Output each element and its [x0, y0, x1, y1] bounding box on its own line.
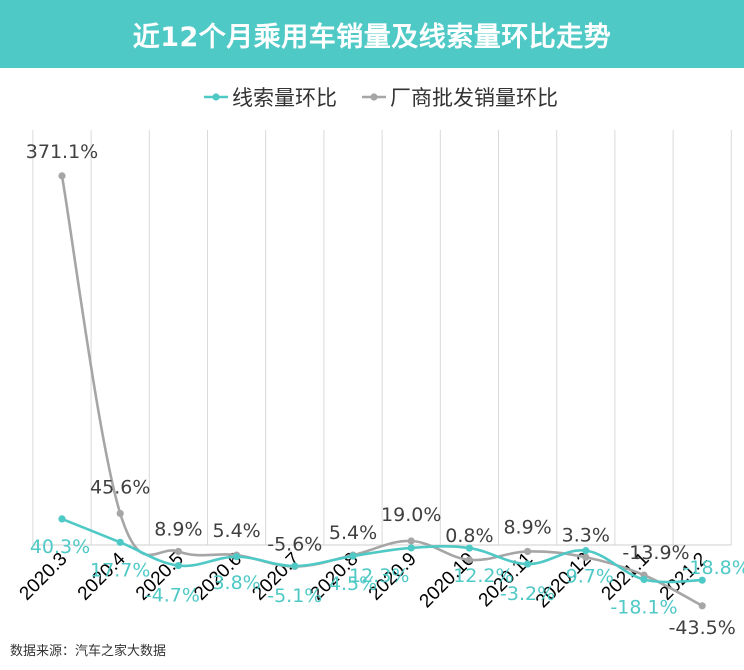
data-point-leads — [407, 544, 415, 552]
data-point-leads — [698, 576, 706, 584]
data-point-leads — [291, 562, 299, 570]
data-label-leads: 12.3% — [349, 565, 409, 587]
data-point-leads — [116, 538, 124, 546]
legend-marker-leads — [212, 93, 220, 101]
data-label-wholesale: 8.9% — [503, 516, 551, 538]
data-label-wholesale: 5.4% — [212, 520, 260, 542]
data-point-wholesale — [465, 556, 473, 564]
data-point-wholesale — [524, 547, 532, 556]
chart-title: 近12个月乘用车销量及线索量环比走势 — [132, 21, 612, 53]
data-label-leads: -18.8% — [683, 557, 744, 579]
data-point-leads — [640, 575, 648, 584]
data-label-wholesale: 0.8% — [445, 525, 493, 547]
data-point-leads — [233, 553, 241, 561]
data-label-wholesale: 5.4% — [329, 522, 377, 544]
data-point-leads — [174, 561, 182, 570]
data-point-leads — [582, 547, 590, 555]
data-point-wholesale — [116, 509, 124, 518]
data-label-leads: 4.5% — [329, 573, 377, 595]
data-point-wholesale — [174, 547, 182, 556]
data-point-leads — [524, 560, 532, 568]
data-label-leads: -5.1% — [267, 585, 322, 607]
data-point-wholesale — [407, 537, 415, 545]
legend-marker-wholesale — [370, 93, 378, 101]
data-point-wholesale — [698, 602, 706, 610]
data-point-wholesale — [58, 172, 66, 180]
data-label-wholesale: -13.9% — [622, 542, 689, 564]
data-label-leads: -4.7% — [145, 585, 200, 607]
data-label-wholesale: 19.0% — [381, 504, 441, 526]
data-label-wholesale: 45.6% — [90, 476, 150, 498]
source-note: 数据来源：汽车之家大数据 — [10, 644, 167, 659]
data-point-wholesale — [582, 553, 590, 561]
legend-label-leads: 线索量环比 — [232, 86, 337, 110]
data-label-leads: 17.7% — [90, 559, 150, 581]
data-label-leads: -18.1% — [610, 596, 677, 618]
title-bar: 近12个月乘用车销量及线索量环比走势 — [0, 0, 744, 68]
data-label-leads: -3.2% — [500, 583, 555, 605]
data-point-leads — [349, 552, 357, 560]
data-label-wholesale: 371.1% — [26, 141, 98, 163]
data-label-leads: 9.7% — [566, 566, 614, 588]
data-label-wholesale: 3.3% — [562, 524, 610, 546]
data-label-leads: 40.3% — [30, 536, 90, 558]
data-label-wholesale: -43.5% — [669, 617, 736, 639]
data-point-leads — [58, 515, 66, 523]
data-label-leads: 3.8% — [212, 572, 260, 594]
data-label-leads: 12.2% — [453, 565, 513, 587]
data-label-wholesale: 8.9% — [154, 518, 202, 540]
legend-label-wholesale: 厂商批发销量环比 — [390, 86, 558, 110]
data-label-wholesale: -5.6% — [267, 534, 322, 556]
data-point-leads — [465, 544, 473, 552]
series-line-leads — [61, 517, 703, 584]
